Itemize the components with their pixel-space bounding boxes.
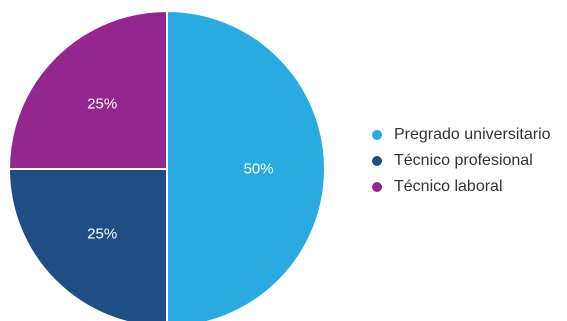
legend-label: Técnico profesional bbox=[394, 152, 533, 169]
pie-slice-label-0: 50% bbox=[244, 161, 274, 178]
legend-swatch bbox=[372, 182, 382, 192]
pie-slice-label-1: 25% bbox=[87, 225, 117, 242]
pie-slice-1 bbox=[7, 168, 168, 321]
legend-item-tecnico-profesional: Técnico profesional bbox=[372, 150, 551, 172]
pie-slice-2 bbox=[7, 9, 168, 170]
pie-slice-label-2: 25% bbox=[87, 96, 117, 113]
legend-item-pregrado: Pregrado universitario bbox=[372, 124, 551, 146]
legend-swatch bbox=[372, 156, 382, 166]
pie-slice-labels: 50% 25% 25% bbox=[87, 96, 273, 243]
legend-item-tecnico-laboral: Técnico laboral bbox=[372, 176, 551, 198]
pie-slice-0 bbox=[166, 9, 326, 321]
chart-legend: Pregrado universitario Técnico profesion… bbox=[372, 124, 551, 198]
legend-label: Técnico laboral bbox=[394, 178, 503, 195]
legend-swatch bbox=[372, 130, 382, 140]
pie-slices bbox=[7, 9, 326, 321]
legend-label: Pregrado universitario bbox=[394, 126, 551, 143]
